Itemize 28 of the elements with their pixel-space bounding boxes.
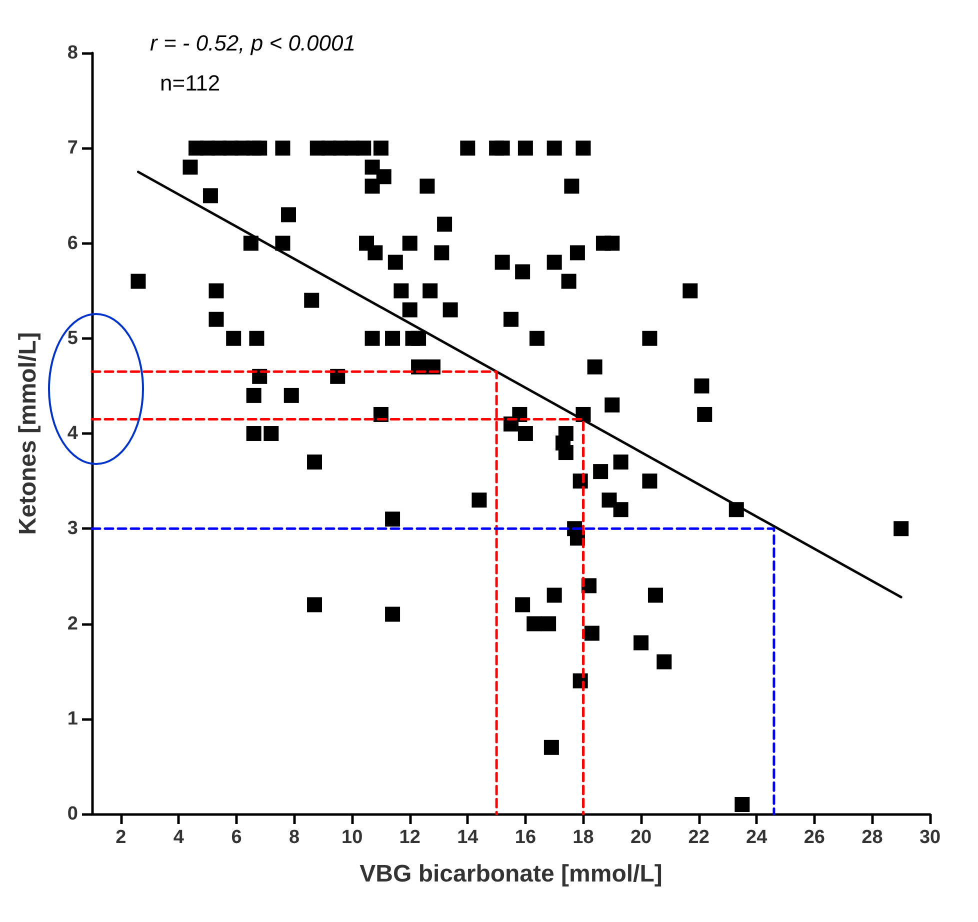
x-tick-label: 22	[688, 827, 710, 848]
x-tick-label: 18	[572, 827, 594, 848]
x-tick-label: 16	[514, 827, 536, 848]
y-tick-label: 3	[67, 518, 78, 540]
x-tick-label: 30	[919, 827, 941, 848]
y-tick-label: 0	[67, 804, 78, 824]
x-tick-label: 8	[288, 827, 300, 848]
x-tick-label: 10	[342, 827, 363, 848]
x-tick-label: 14	[457, 827, 479, 848]
x-tick-label: 20	[630, 827, 652, 848]
annotation: n=112	[160, 70, 220, 96]
x-tick-label: 28	[862, 827, 883, 848]
y-axis-title: Ketones [mmol/L]	[14, 332, 42, 535]
y-tick-label: 1	[67, 708, 78, 730]
y-tick-label: 5	[67, 328, 78, 349]
x-tick-label: 4	[173, 827, 184, 848]
x-tick-label: 6	[231, 827, 242, 848]
x-tick-label: 24	[746, 827, 768, 848]
annotation: r = - 0.52, p < 0.0001	[150, 30, 356, 56]
y-tick-label: 4	[67, 423, 78, 444]
y-tick-label: 7	[67, 138, 78, 159]
x-tick-label: 12	[399, 827, 420, 848]
x-tick-label: 2	[116, 827, 126, 848]
y-tick-label: 8	[67, 42, 78, 64]
x-tick-label: 26	[804, 827, 825, 848]
y-tick-label: 2	[67, 613, 78, 634]
x-axis-title: VBG bicarbonate [mmol/L]	[360, 860, 662, 888]
y-tick-label: 6	[67, 232, 78, 254]
